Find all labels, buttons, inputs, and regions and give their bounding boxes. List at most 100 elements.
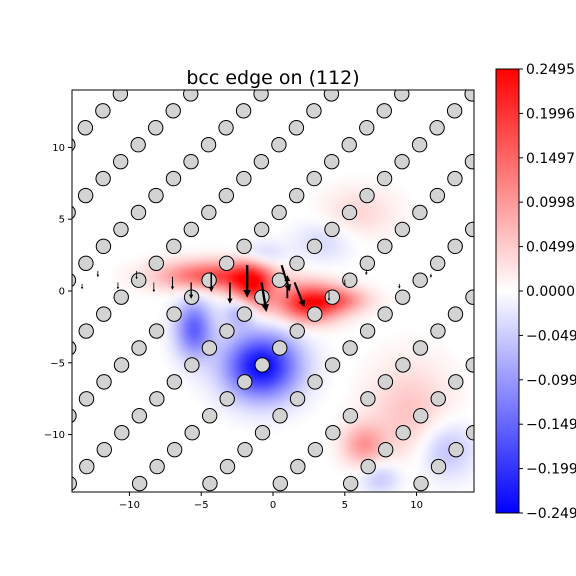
heatmap-cell	[468, 451, 474, 458]
atom	[72, 476, 77, 491]
heatmap-cell	[433, 386, 440, 393]
heatmap-cell	[388, 296, 395, 302]
colorbar-tick-label: 0.2495	[526, 62, 575, 78]
heatmap-cell	[278, 401, 284, 408]
heatmap-cell	[303, 220, 309, 227]
heatmap-cell	[333, 190, 339, 197]
heatmap-cell	[303, 356, 309, 362]
heatmap-cell	[474, 422, 480, 428]
x-tick-label: −5	[194, 500, 209, 511]
heatmap-cell	[383, 391, 390, 398]
heatmap-cell	[428, 471, 435, 478]
heatmap-cell	[247, 270, 254, 277]
heatmap-cell	[323, 215, 329, 222]
heatmap-cell	[378, 466, 385, 473]
heatmap-cell	[373, 311, 380, 317]
atom	[166, 306, 182, 322]
atom	[184, 357, 200, 373]
x-tick-label: 5	[342, 500, 348, 511]
heatmap-cell	[232, 270, 239, 277]
heatmap-cell	[257, 285, 264, 292]
atom	[166, 374, 183, 390]
heatmap-cell	[413, 451, 420, 458]
heatmap-cell	[147, 275, 153, 282]
heatmap-cell	[252, 235, 259, 242]
heatmap-cell	[288, 356, 294, 362]
heatmap-cell	[398, 376, 405, 383]
atom	[377, 238, 393, 255]
heatmap-cell	[288, 235, 294, 242]
heatmap-cell	[278, 255, 284, 262]
heatmap-cell	[438, 426, 445, 433]
heatmap-cell	[207, 326, 214, 332]
heatmap-cell	[333, 456, 339, 463]
heatmap-cell	[167, 265, 174, 272]
heatmap-cell	[348, 240, 354, 247]
heatmap-cell	[293, 291, 299, 297]
heatmap-cell	[338, 426, 344, 433]
heatmap-cell	[313, 351, 319, 357]
heatmap-cell	[353, 466, 360, 473]
heatmap-cell	[212, 311, 219, 317]
heatmap-cell	[408, 205, 415, 212]
heatmap-cell	[182, 356, 189, 362]
heatmap-cell	[192, 326, 199, 332]
heatmap-cell	[443, 451, 450, 458]
heatmap-cell	[167, 351, 174, 357]
heatmap-cell	[383, 235, 390, 242]
heatmap-cell	[147, 285, 153, 292]
heatmap-cell	[393, 185, 400, 192]
heatmap-cell	[202, 316, 209, 322]
heatmap-cell	[383, 351, 390, 357]
heatmap-cell	[202, 311, 209, 317]
heatmap-cell	[438, 431, 445, 438]
heatmap-cell	[378, 291, 385, 297]
heatmap-cell	[267, 386, 274, 393]
heatmap-cell	[438, 351, 445, 357]
heatmap-cell	[227, 321, 234, 327]
heatmap-cell	[328, 255, 334, 262]
heatmap-cell	[273, 376, 279, 383]
heatmap-cell	[338, 431, 344, 438]
heatmap-cell	[267, 240, 274, 247]
heatmap-cell	[388, 401, 395, 408]
heatmap-cell	[328, 245, 334, 252]
heatmap-cell	[192, 301, 199, 307]
heatmap-cell	[293, 230, 299, 237]
heatmap-cell	[293, 366, 299, 372]
heatmap-cell	[373, 185, 380, 192]
heatmap-cell	[323, 195, 329, 202]
heatmap-cell	[383, 200, 390, 207]
x-tick-label: −10	[119, 500, 140, 511]
heatmap-cell	[298, 245, 304, 252]
heatmap-cell	[368, 205, 375, 212]
heatmap-cell	[252, 381, 259, 388]
atom	[342, 340, 358, 356]
heatmap-cell	[227, 356, 234, 362]
heatmap-cell	[333, 260, 339, 267]
heatmap-cell	[187, 331, 194, 337]
heatmap-cell	[162, 346, 169, 352]
heatmap-cell	[318, 280, 324, 287]
heatmap-cell	[333, 215, 339, 222]
heatmap-cell	[383, 466, 390, 473]
heatmap-cell	[383, 301, 390, 307]
heatmap-cell	[207, 331, 214, 337]
heatmap-cell	[333, 250, 339, 257]
heatmap-cell	[418, 361, 425, 367]
heatmap-cell	[348, 225, 354, 232]
heatmap-cell	[222, 406, 229, 413]
heatmap-cell	[343, 306, 349, 312]
heatmap-cell	[388, 220, 395, 227]
heatmap-cell	[167, 270, 174, 277]
heatmap-cell	[232, 416, 239, 423]
heatmap-cell	[468, 391, 474, 398]
heatmap-cell	[308, 351, 314, 357]
heatmap-cell	[172, 341, 179, 347]
atom	[253, 221, 270, 238]
heatmap-cell	[338, 195, 344, 202]
atom	[166, 238, 182, 255]
heatmap-cell	[298, 235, 304, 242]
heatmap-cell	[237, 291, 244, 297]
heatmap-cell	[157, 270, 164, 277]
